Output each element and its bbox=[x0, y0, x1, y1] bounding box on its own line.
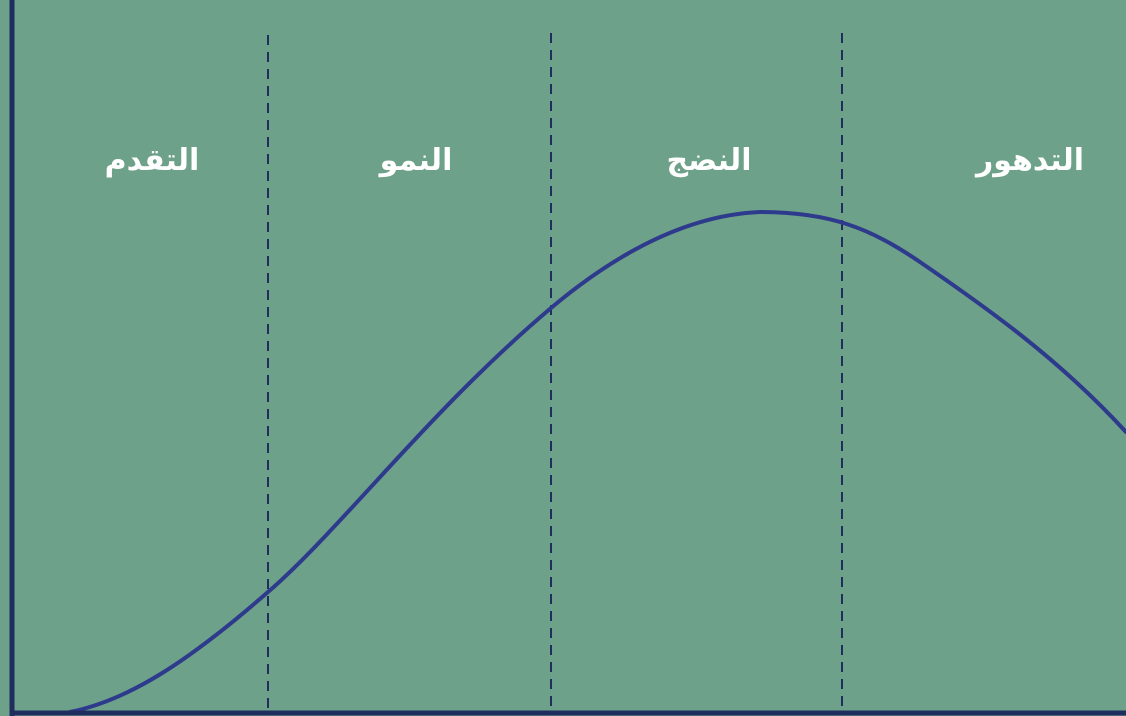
stage-label-growth: النمو bbox=[378, 143, 453, 178]
stage-label-introduction: التقدم bbox=[105, 143, 200, 178]
stage-label-decline: التدهور bbox=[974, 143, 1084, 178]
life-cycle-curve bbox=[68, 209, 1126, 714]
stage-label-maturity: النضج bbox=[667, 143, 752, 178]
